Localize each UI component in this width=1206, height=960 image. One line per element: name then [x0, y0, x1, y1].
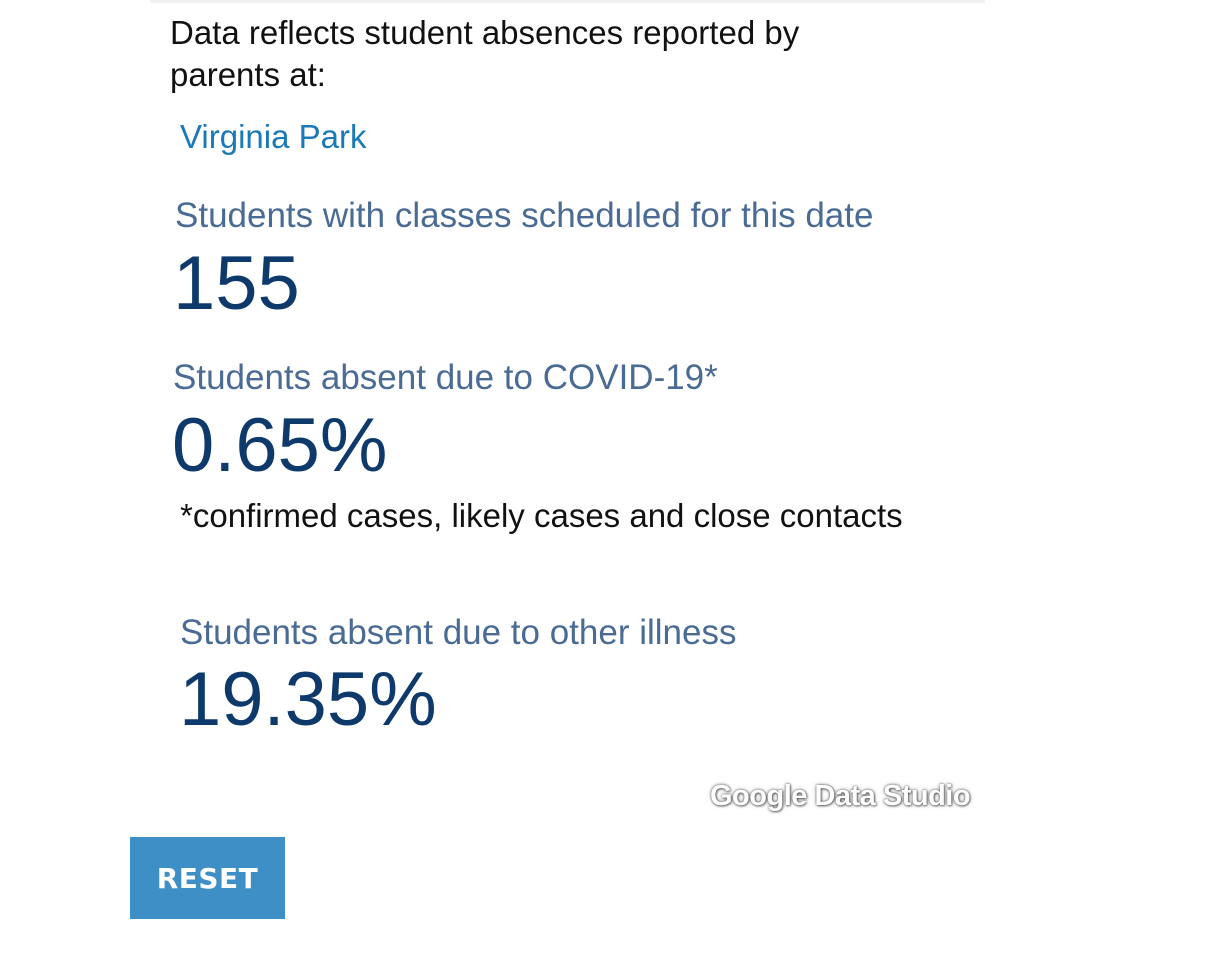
google-data-studio-watermark: Google Data Studio [710, 780, 971, 812]
other-illness-label: Students absent due to other illness [180, 613, 737, 652]
covid-absence-label: Students absent due to COVID-19* [173, 358, 718, 397]
top-divider [150, 0, 985, 3]
school-name-link[interactable]: Virginia Park [180, 118, 367, 155]
scheduled-students-label: Students with classes scheduled for this… [175, 196, 874, 235]
covid-footnote: *confirmed cases, likely cases and close… [180, 497, 903, 534]
intro-text: Data reflects student absences reported … [170, 14, 800, 93]
reset-button[interactable]: RESET [130, 837, 285, 919]
scheduled-students-value: 155 [173, 241, 300, 326]
covid-absence-value: 0.65% [172, 403, 388, 488]
other-illness-value: 19.35% [179, 657, 437, 742]
